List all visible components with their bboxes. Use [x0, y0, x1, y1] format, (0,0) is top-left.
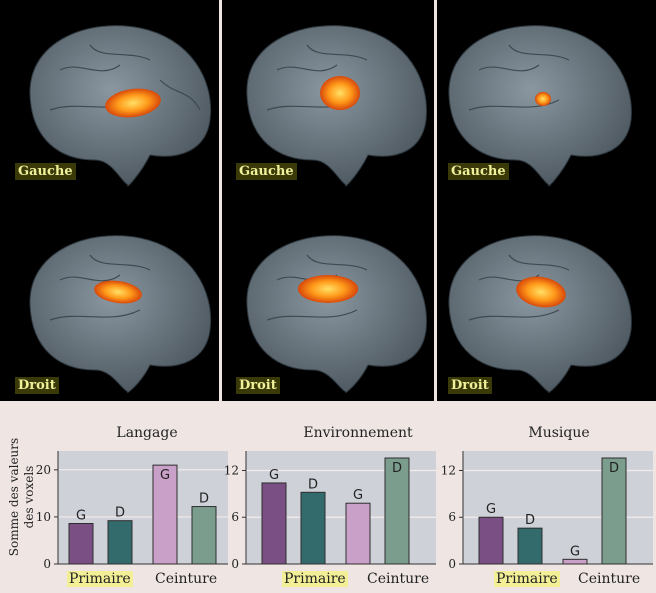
- chart-title-langage: Langage: [116, 425, 178, 441]
- chart-title-musique: Musique: [528, 425, 590, 441]
- chart-environnement: 0 6 12 G D G D: [225, 451, 436, 570]
- bar-label: D: [308, 477, 318, 492]
- y-tick-label: 6: [231, 510, 239, 524]
- bar-label: G: [486, 502, 496, 517]
- bar-primaire-d: [107, 520, 133, 565]
- y-tick-label: 12: [225, 463, 239, 477]
- bar-label: G: [269, 468, 279, 483]
- y-tick-label: 10: [36, 510, 51, 524]
- xcat-primaire-3: Primaire: [494, 571, 560, 587]
- chart-musique: 0 6 12 G D G D: [441, 451, 653, 570]
- bar-primaire-g: [261, 482, 287, 565]
- bar-label: G: [570, 544, 580, 559]
- brain-image-left-3: [448, 25, 632, 394]
- bar-ceinture-g: [152, 464, 178, 565]
- bar-label: D: [199, 492, 209, 507]
- y-tick-label: 0: [231, 557, 239, 570]
- bar-ceinture-g: [345, 502, 371, 565]
- bar-label: D: [392, 461, 402, 476]
- hemisphere-label-left: Gauche: [236, 163, 297, 180]
- bar-primaire-g: [68, 523, 94, 565]
- bar-primaire-g: [478, 516, 504, 565]
- chart-langage: 0 10 20 G D G D: [36, 451, 228, 570]
- y-tick-label: 0: [448, 557, 456, 570]
- bar-primaire-d: [300, 491, 326, 565]
- xcat-primaire-1: Primaire: [67, 571, 133, 587]
- bar-ceinture-d: [191, 506, 217, 565]
- brain-image-left-1: [29, 25, 212, 394]
- bar-label: D: [115, 506, 125, 521]
- bar-label: G: [353, 488, 363, 503]
- bar-label: D: [609, 461, 619, 476]
- xcat-ceinture-1: Ceinture: [155, 571, 218, 587]
- brain-panel-3: Gauche Droit: [437, 0, 656, 401]
- hemisphere-label-left: Gauche: [15, 163, 76, 180]
- bar-ceinture-g: [562, 558, 588, 565]
- xcat-ceinture-2: Ceinture: [367, 571, 430, 587]
- bar-ceinture-d: [384, 457, 410, 565]
- hemisphere-label-right: Droit: [448, 377, 492, 394]
- brain-panel-2: Gauche Droit: [222, 0, 434, 401]
- y-tick-label: 6: [448, 510, 456, 524]
- bar-primaire-d: [517, 527, 543, 565]
- hemisphere-label-right: Droit: [15, 377, 59, 394]
- brain-panel-1: Gauche Droit: [0, 0, 219, 401]
- hemisphere-label-left: Gauche: [448, 163, 509, 180]
- y-tick-label: 0: [43, 557, 51, 570]
- brain-image-left-2: [246, 25, 427, 394]
- bar-label: D: [525, 513, 535, 528]
- bar-label: G: [76, 509, 86, 524]
- chart-title-environnement: Environnement: [303, 425, 413, 441]
- bar-label: G: [160, 468, 170, 483]
- hemisphere-label-right: Droit: [236, 377, 280, 394]
- y-tick-label: 20: [36, 463, 51, 477]
- xcat-ceinture-3: Ceinture: [578, 571, 641, 587]
- xcat-primaire-2: Primaire: [282, 571, 348, 587]
- y-tick-label: 12: [441, 463, 456, 477]
- bar-ceinture-d: [601, 457, 627, 565]
